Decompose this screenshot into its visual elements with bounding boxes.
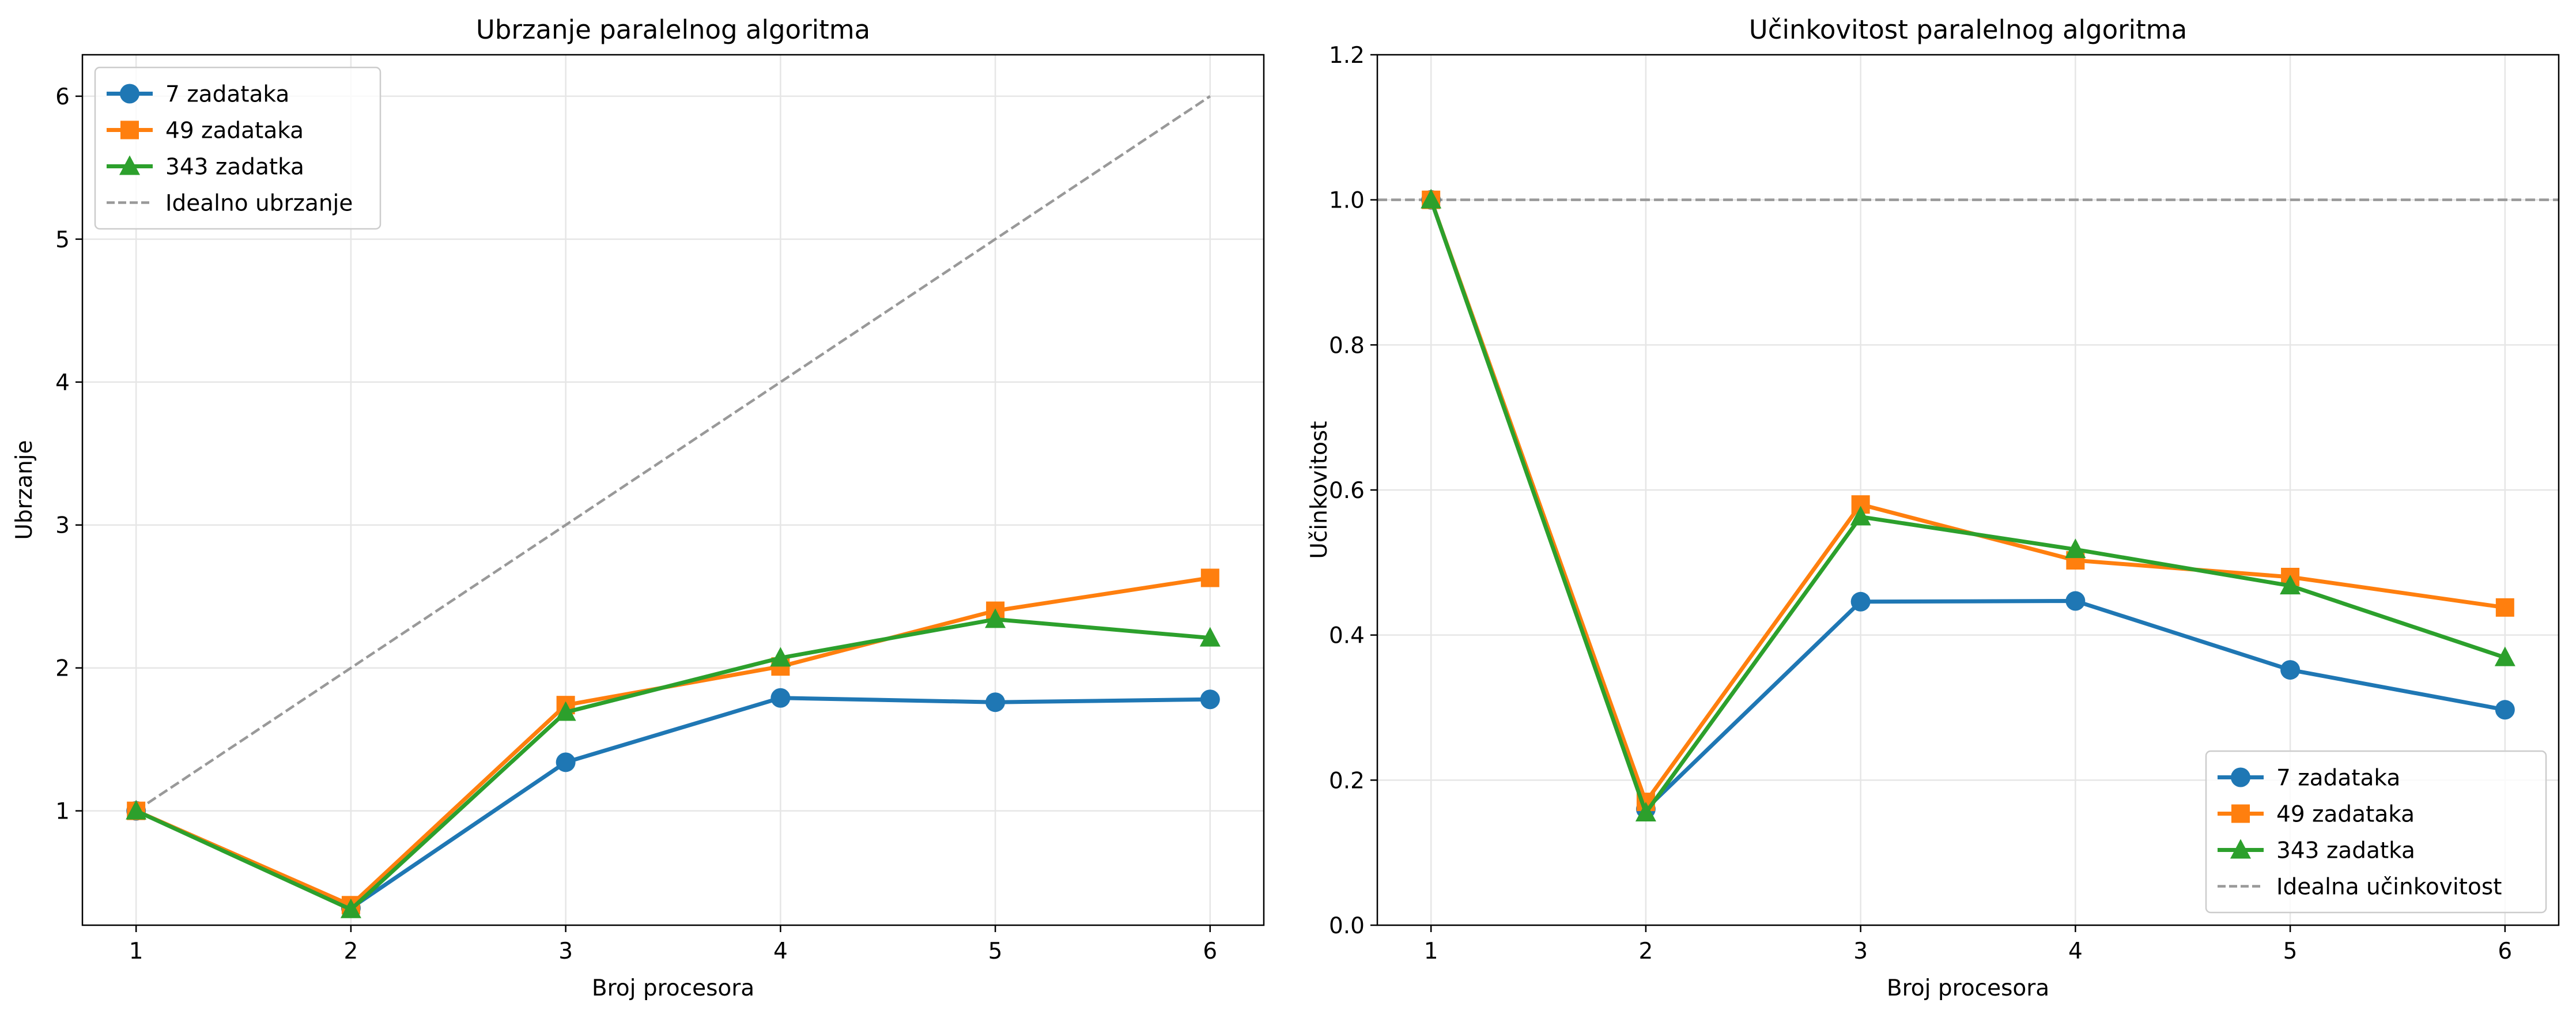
x-tick-label: 1 (129, 938, 143, 964)
data-point-triangle (1850, 506, 1871, 526)
data-point-triangle (2494, 646, 2515, 666)
y-tick-label: 0.0 (1329, 913, 1365, 939)
y-tick-label: 1.2 (1329, 43, 1365, 69)
data-point-triangle (1635, 801, 1656, 821)
y-tick-label: 4 (55, 370, 70, 396)
data-point-triangle (770, 647, 791, 667)
legend-marker-circle (120, 84, 139, 104)
speedup-y-axis-label: Ubrzanje (12, 440, 37, 540)
data-point-triangle (126, 800, 147, 820)
legend-label: 343 zadatka (165, 154, 304, 180)
y-tick-label: 1.0 (1329, 188, 1365, 214)
efficiency-y-axis-label: Učinkovitost (1306, 421, 1332, 559)
data-point-circle (2495, 700, 2515, 720)
legend-box (2205, 750, 2547, 914)
efficiency-ticks: 1 2 3 4 5 6 0.0 0.2 0.4 0.6 0.8 1.0 1.2 (1329, 43, 2512, 964)
legend-label: 7 zadataka (165, 82, 289, 108)
efficiency-chart: 1 2 3 4 5 6 0.0 0.2 0.4 0.6 0.8 1.0 1.2 Učinkovitost… (1306, 14, 2560, 1001)
series-line-triangle (1429, 199, 2506, 815)
legend-marker-triangle (119, 155, 140, 175)
x-tick-label: 6 (2498, 938, 2512, 964)
speedup-chart-title: Ubrzanje paralelnog algoritma (476, 14, 870, 45)
legend-marker-square (2231, 804, 2250, 823)
x-tick-label: 4 (773, 938, 788, 964)
efficiency-chart-title: Učinkovitost paralelnog algoritma (1749, 14, 2187, 45)
y-tick-label: 3 (55, 513, 70, 539)
legend-label: 343 zadatka (2276, 838, 2415, 864)
legend-label: Idealno ubrzanje (165, 191, 353, 217)
legend-label: 49 zadataka (165, 118, 304, 144)
x-tick-label: 1 (1424, 938, 1438, 964)
speedup-plot-frame (81, 54, 1265, 926)
x-tick-label: 3 (1853, 938, 1868, 964)
y-tick-label: 0.6 (1329, 478, 1365, 504)
y-tick-label: 0.8 (1329, 333, 1365, 359)
data-point-circle (2065, 591, 2086, 611)
y-tick-label: 6 (55, 84, 70, 110)
efficiency-x-axis-label: Broj procesora (1887, 975, 2049, 1001)
x-tick-label: 6 (1203, 938, 1217, 964)
data-point-triangle (555, 701, 576, 721)
data-point-triangle (2280, 575, 2301, 595)
speedup-chart: 1 2 3 4 5 6 1 2 3 4 5 6 Ubrzanje paralelnog algorit… (12, 14, 1265, 1001)
data-point-circle (770, 688, 791, 708)
series-line-triangle (135, 617, 1211, 912)
x-tick-label: 4 (2068, 938, 2083, 964)
speedup-ticks: 1 2 3 4 5 6 1 2 3 4 5 6 (55, 84, 1217, 964)
data-point-circle (985, 692, 1006, 712)
data-point-circle (1850, 591, 1871, 612)
data-point-triangle (985, 608, 1006, 628)
legend-box (94, 66, 382, 230)
x-tick-label: 5 (988, 938, 1003, 964)
data-point-circle (1200, 689, 1220, 710)
legend-label: 49 zadataka (2276, 802, 2415, 828)
data-point-circle (556, 752, 576, 772)
y-tick-label: 2 (55, 656, 70, 682)
speedup-ideal-line (135, 95, 1211, 812)
x-tick-label: 2 (1638, 938, 1653, 964)
data-point-square (2495, 598, 2514, 617)
legend-marker-circle (2231, 767, 2250, 787)
efficiency-series-group (1421, 188, 2515, 821)
speedup-legend: 7 zadataka 49 zadataka 343 zadatka Idealno … (94, 66, 382, 230)
y-tick-label: 0.2 (1329, 768, 1365, 794)
data-point-square (1200, 568, 1219, 587)
x-tick-label: 2 (343, 938, 358, 964)
data-point-circle (2280, 660, 2301, 680)
legend-label: Idealna učinkovitost (2276, 874, 2502, 900)
data-point-triangle (2065, 538, 2086, 559)
legend-marker-triangle (2230, 839, 2251, 859)
y-tick-label: 1 (55, 799, 70, 825)
efficiency-legend: 7 zadataka 49 zadataka 343 zadatka Idealna … (2205, 750, 2547, 914)
x-tick-label: 3 (558, 938, 573, 964)
data-point-triangle (340, 898, 361, 918)
speedup-series-group (126, 568, 1221, 918)
data-point-triangle (1199, 627, 1221, 647)
x-tick-label: 5 (2283, 938, 2298, 964)
speedup-x-axis-label: Broj procesora (592, 975, 754, 1001)
y-tick-label: 5 (55, 227, 70, 253)
legend-marker-square (120, 120, 139, 139)
data-point-triangle (1421, 188, 1442, 209)
legend-label: 7 zadataka (2276, 766, 2400, 791)
y-tick-label: 0.4 (1329, 623, 1365, 649)
ideal-reference-line (135, 95, 1211, 812)
